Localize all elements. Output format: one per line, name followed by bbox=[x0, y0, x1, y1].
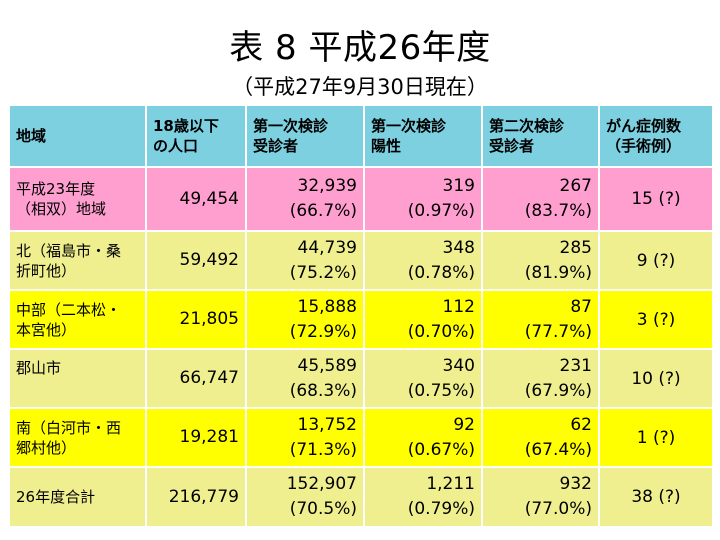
table-header-row: 地域 18歳以下 の人口 第一次検診 受診者 第一次検診 陽性 第二次検診 受診… bbox=[8, 104, 714, 168]
region-cell: 郡山市 bbox=[8, 348, 147, 409]
header-first-exam: 第一次検診 受診者 bbox=[245, 104, 365, 168]
first-positive-cell: 340 (0.75%) bbox=[363, 348, 483, 409]
region-cell: 26年度合計 bbox=[8, 466, 147, 528]
table-row: 26年度合計 216,779 152,907 (70.5%) 1,211 (0.… bbox=[8, 466, 714, 528]
first-exam-cell: 45,589 (68.3%) bbox=[245, 348, 365, 409]
table-row: 郡山市 66,747 45,589 (68.3%) 340 (0.75%) 23… bbox=[8, 348, 714, 409]
population-cell: 19,281 bbox=[145, 407, 247, 468]
slide-title: 表 8 平成26年度 bbox=[229, 28, 491, 68]
table-row: 平成23年度 （相双）地域 49,454 32,939 (66.7%) 319 … bbox=[8, 166, 714, 232]
first-positive-cell: 92 (0.67%) bbox=[363, 407, 483, 468]
first-positive-cell: 1,211 (0.79%) bbox=[363, 466, 483, 528]
population-cell: 49,454 bbox=[145, 166, 247, 232]
results-table: 地域 18歳以下 の人口 第一次検診 受診者 第一次検診 陽性 第二次検診 受診… bbox=[8, 104, 714, 528]
cancer-cases-cell: 15 (?) bbox=[598, 166, 714, 232]
cancer-cases-cell: 10 (?) bbox=[598, 348, 714, 409]
first-exam-cell: 15,888 (72.9%) bbox=[245, 289, 365, 350]
cancer-cases-cell: 38 (?) bbox=[598, 466, 714, 528]
second-exam-cell: 231 (67.9%) bbox=[481, 348, 600, 409]
table-row: 北（福島市・桑 折町他） 59,492 44,739 (75.2%) 348 (… bbox=[8, 230, 714, 291]
header-first-positive: 第一次検診 陽性 bbox=[363, 104, 483, 168]
table-row: 中部（二本松・ 本宮他） 21,805 15,888 (72.9%) 112 (… bbox=[8, 289, 714, 350]
header-cancer-cases: がん症例数 （手術例） bbox=[598, 104, 714, 168]
first-positive-cell: 319 (0.97%) bbox=[363, 166, 483, 232]
population-cell: 216,779 bbox=[145, 466, 247, 528]
region-cell: 中部（二本松・ 本宮他） bbox=[8, 289, 147, 350]
table-row: 南（白河市・西 郷村他） 19,281 13,752 (71.3%) 92 (0… bbox=[8, 407, 714, 468]
second-exam-cell: 285 (81.9%) bbox=[481, 230, 600, 291]
first-exam-cell: 152,907 (70.5%) bbox=[245, 466, 365, 528]
first-exam-cell: 44,739 (75.2%) bbox=[245, 230, 365, 291]
region-cell: 平成23年度 （相双）地域 bbox=[8, 166, 147, 232]
first-exam-cell: 13,752 (71.3%) bbox=[245, 407, 365, 468]
first-positive-cell: 348 (0.78%) bbox=[363, 230, 483, 291]
cancer-cases-cell: 9 (?) bbox=[598, 230, 714, 291]
region-cell: 南（白河市・西 郷村他） bbox=[8, 407, 147, 468]
second-exam-cell: 267 (83.7%) bbox=[481, 166, 600, 232]
first-exam-cell: 32,939 (66.7%) bbox=[245, 166, 365, 232]
header-population: 18歳以下 の人口 bbox=[145, 104, 247, 168]
second-exam-cell: 87 (77.7%) bbox=[481, 289, 600, 350]
second-exam-cell: 62 (67.4%) bbox=[481, 407, 600, 468]
population-cell: 21,805 bbox=[145, 289, 247, 350]
region-cell: 北（福島市・桑 折町他） bbox=[8, 230, 147, 291]
first-positive-cell: 112 (0.70%) bbox=[363, 289, 483, 350]
cancer-cases-cell: 1 (?) bbox=[598, 407, 714, 468]
header-second-exam: 第二次検診 受診者 bbox=[481, 104, 600, 168]
population-cell: 66,747 bbox=[145, 348, 247, 409]
header-region: 地域 bbox=[8, 104, 147, 168]
slide-subtitle: （平成27年9月30日現在） bbox=[232, 75, 488, 99]
population-cell: 59,492 bbox=[145, 230, 247, 291]
second-exam-cell: 932 (77.0%) bbox=[481, 466, 600, 528]
cancer-cases-cell: 3 (?) bbox=[598, 289, 714, 350]
